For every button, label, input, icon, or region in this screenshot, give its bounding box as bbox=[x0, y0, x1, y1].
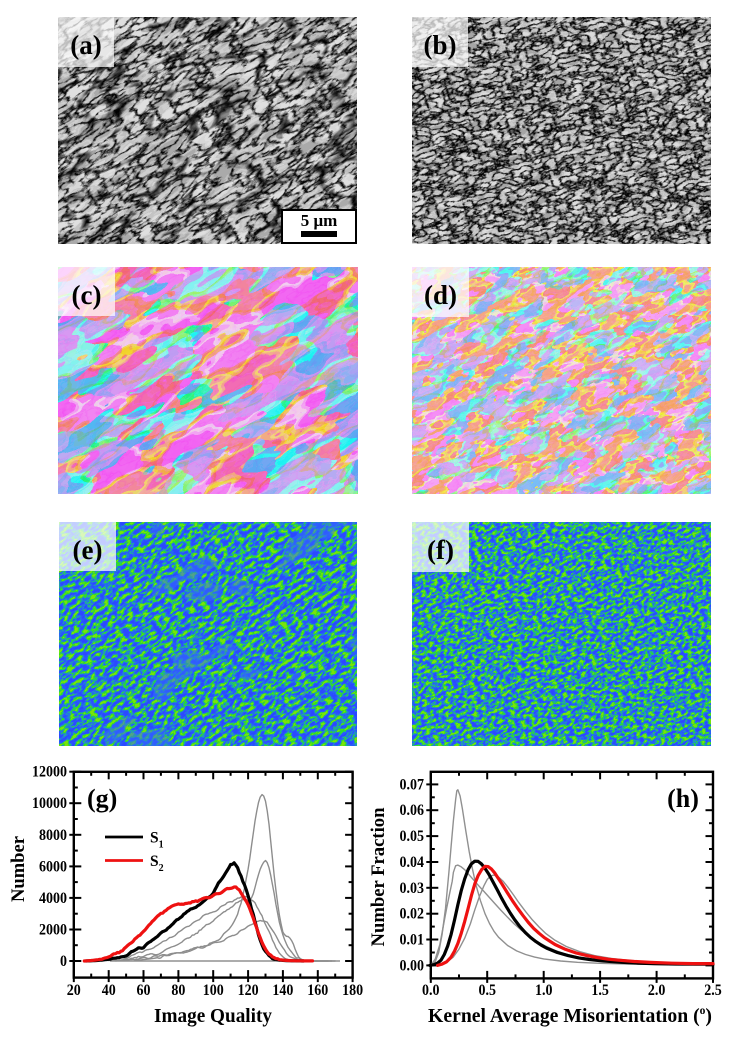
svg-text:140: 140 bbox=[272, 982, 293, 999]
svg-text:0.5: 0.5 bbox=[478, 982, 496, 999]
svg-text:0.05: 0.05 bbox=[400, 828, 425, 845]
svg-text:2.5: 2.5 bbox=[704, 982, 722, 999]
svg-text:10000: 10000 bbox=[32, 795, 67, 812]
svg-text:0.03: 0.03 bbox=[400, 880, 425, 897]
svg-text:160: 160 bbox=[307, 982, 328, 999]
svg-text:180: 180 bbox=[342, 982, 363, 999]
svg-text:Kernel Average Misorientation: Kernel Average Misorientation (o) bbox=[428, 1003, 712, 1027]
svg-text:0.04: 0.04 bbox=[400, 854, 425, 871]
svg-text:Image Quality: Image Quality bbox=[154, 1005, 273, 1027]
svg-text:S1: S1 bbox=[150, 830, 164, 851]
svg-text:2.0: 2.0 bbox=[648, 982, 666, 999]
svg-text:(h): (h) bbox=[667, 784, 699, 813]
svg-text:8000: 8000 bbox=[39, 827, 67, 844]
svg-text:0.02: 0.02 bbox=[400, 906, 425, 923]
svg-text:Number Fraction: Number Fraction bbox=[368, 807, 389, 946]
svg-text:120: 120 bbox=[238, 982, 259, 999]
svg-text:80: 80 bbox=[171, 982, 185, 999]
svg-text:S2: S2 bbox=[150, 853, 164, 874]
svg-text:1.5: 1.5 bbox=[591, 982, 609, 999]
svg-text:6000: 6000 bbox=[39, 858, 67, 875]
svg-text:20: 20 bbox=[67, 982, 81, 999]
svg-text:0.07: 0.07 bbox=[400, 776, 425, 793]
svg-text:60: 60 bbox=[137, 982, 151, 999]
svg-text:0.06: 0.06 bbox=[400, 802, 425, 819]
svg-text:12000: 12000 bbox=[32, 764, 67, 781]
svg-text:4000: 4000 bbox=[39, 890, 67, 907]
svg-text:0.0: 0.0 bbox=[422, 982, 440, 999]
svg-text:2000: 2000 bbox=[39, 922, 67, 939]
svg-text:100: 100 bbox=[203, 982, 224, 999]
svg-text:(g): (g) bbox=[87, 784, 117, 813]
svg-text:Number: Number bbox=[8, 835, 29, 902]
svg-text:40: 40 bbox=[102, 982, 116, 999]
svg-text:0.01: 0.01 bbox=[400, 932, 425, 949]
svg-text:0: 0 bbox=[60, 953, 67, 970]
svg-text:0.00: 0.00 bbox=[400, 957, 425, 974]
svg-text:1.0: 1.0 bbox=[535, 982, 553, 999]
